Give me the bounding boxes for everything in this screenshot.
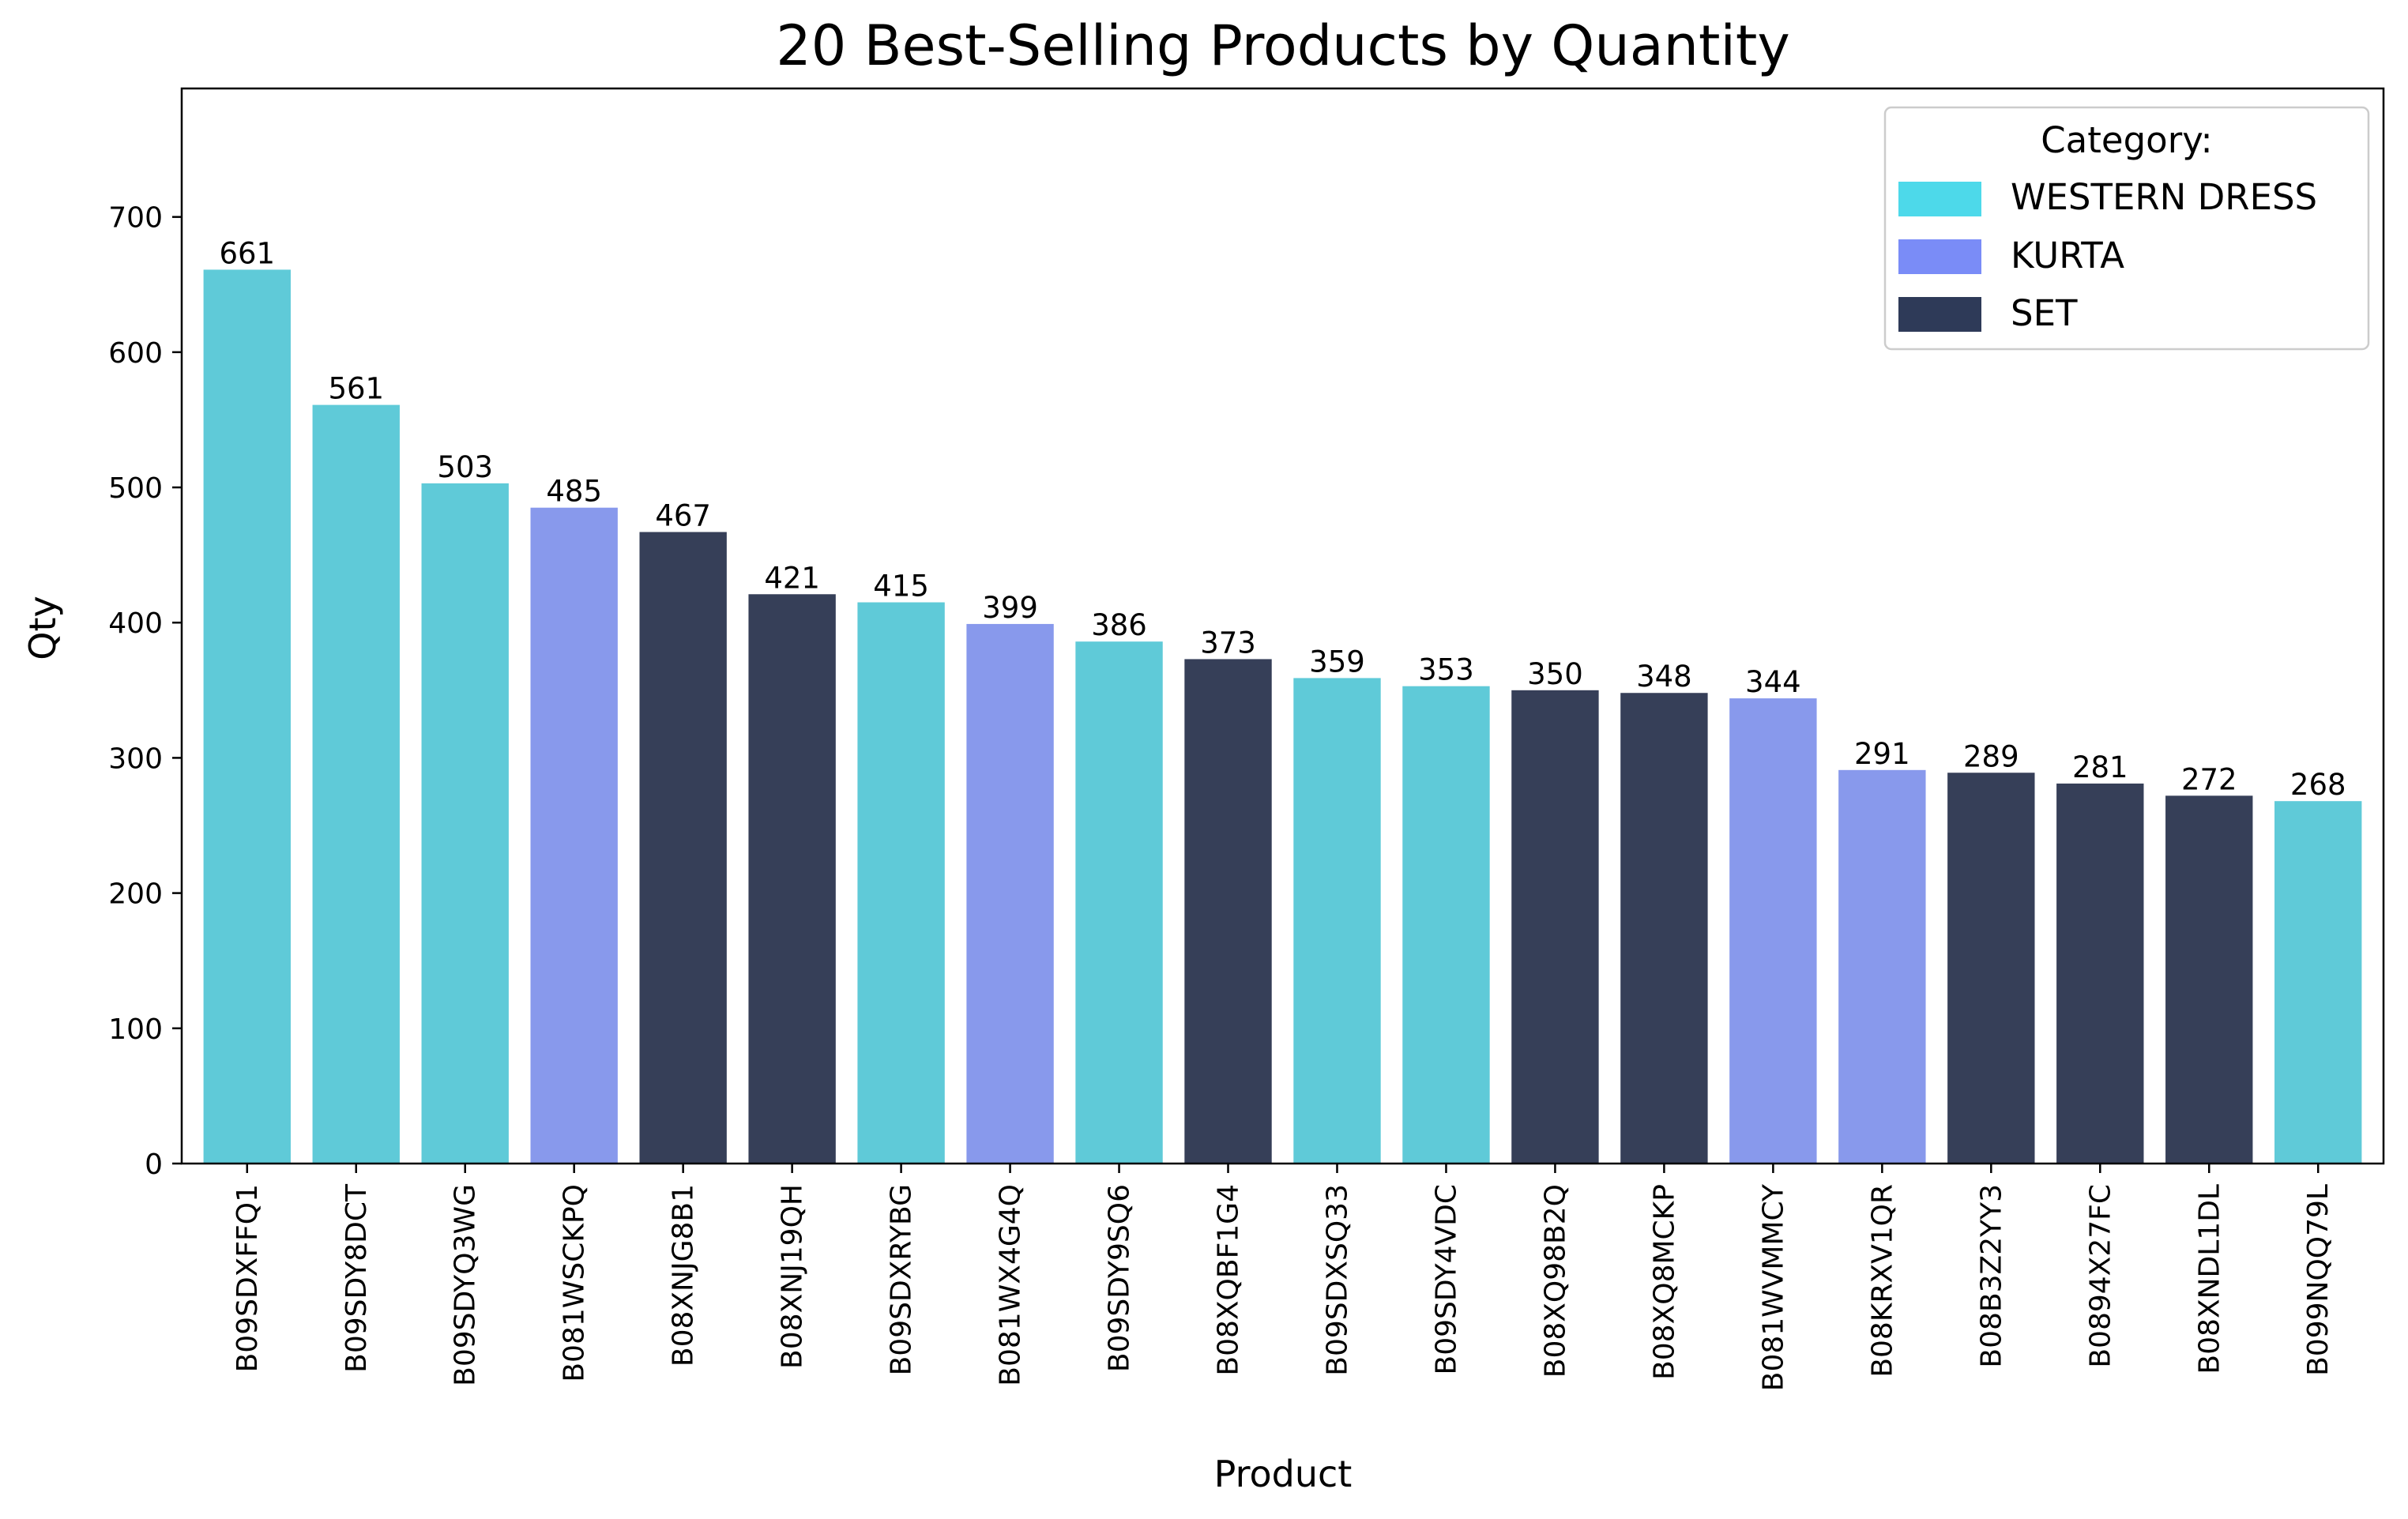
y-tick-label-200: 200 <box>108 878 163 911</box>
y-axis-ticks: 0 100 200 300 400 500 600 700 <box>108 202 182 1181</box>
bar-b08xq98b2q <box>1511 690 1599 1164</box>
bar-value-label-b09sdy9sq6: 386 <box>1091 608 1147 642</box>
bar-value-label-b08b3z2yy3: 289 <box>1963 739 2019 773</box>
bar-value-label-b09sdyq3wg: 503 <box>437 450 493 484</box>
bar-value-label-b081wx4g4q: 399 <box>982 591 1038 625</box>
y-tick-label-0: 0 <box>145 1149 163 1181</box>
x-tick-label-b099nqq79l: B099NQQ79L <box>2302 1184 2335 1376</box>
x-tick-label-b09sdxffq1: B09SDXFFQ1 <box>231 1184 264 1372</box>
x-tick-label-b08b3z2yy3: B08B3Z2YY3 <box>1975 1184 2007 1368</box>
chart-title: 20 Best-Selling Products by Quantity <box>776 13 1790 78</box>
x-tick-label-b09sdyq3wg: B09SDYQ3WG <box>450 1184 482 1386</box>
legend-swatch-western-dress <box>1898 182 1981 216</box>
bar-value-label-b08xq8mckp: 348 <box>1636 660 1692 694</box>
bar-b09sdxsq33 <box>1293 678 1381 1164</box>
bar-b08xndl1dl <box>2165 795 2253 1164</box>
legend: Category: WESTERN DRESS KURTA SET <box>1883 106 2370 351</box>
x-tick-label-b08xnj19qh: B08XNJ19QH <box>777 1184 809 1369</box>
bar-b09sdxrybg <box>857 602 945 1164</box>
bar-b09sdy4vdc <box>1402 686 1490 1164</box>
y-tick-label-300: 300 <box>108 743 163 775</box>
bar-value-label-b099nqq79l: 268 <box>2290 768 2346 802</box>
plot-frame <box>180 87 2385 1165</box>
y-tick-label-400: 400 <box>108 607 163 640</box>
bar-b081wx4g4q <box>966 623 1054 1164</box>
bar-value-label-b08xnj19qh: 421 <box>764 561 820 595</box>
x-axis-ticks: B09SDXFFQ1 B09SDY8DCT B09SDYQ3WG B081WSCKPQ… <box>231 1164 2335 1391</box>
bar-value-label-b081wsckpq: 485 <box>546 475 602 509</box>
bar-b09sdxffq1 <box>203 269 291 1164</box>
bar-value-label-b08xnjg8b1: 467 <box>655 499 711 533</box>
bar-value-label-b0894x27fc: 281 <box>2072 750 2128 784</box>
bar-b08krxv1qr <box>1838 769 1926 1164</box>
bar-b08xqbf1g4 <box>1184 659 1272 1164</box>
bar-b099nqq79l <box>2274 801 2362 1164</box>
x-tick-label-b081wvmmcy: B081WVMMCY <box>1757 1183 1789 1391</box>
bar-b081wvmmcy <box>1729 698 1817 1164</box>
legend-label-western-dress: WESTERN DRESS <box>2011 176 2317 218</box>
y-tick-label-700: 700 <box>108 202 163 235</box>
bar-b09sdy9sq6 <box>1075 641 1163 1164</box>
x-tick-label-b09sdy9sq6: B09SDY9SQ6 <box>1104 1184 1136 1372</box>
x-tick-label-b08krxv1qr: B08KRXV1QR <box>1866 1184 1898 1378</box>
bar-b09sdyq3wg <box>421 483 509 1164</box>
x-axis-label: Product <box>1214 1453 1353 1495</box>
bar-value-label-b09sdy8dct: 561 <box>328 372 384 406</box>
x-tick-label-b08xq8mckp: B08XQ8MCKP <box>1648 1184 1680 1380</box>
x-tick-label-b08xndl1dl: B08XNDL1DL <box>2193 1184 2226 1374</box>
bar-b0894x27fc <box>2056 783 2144 1164</box>
bar-b081wsckpq <box>530 507 618 1164</box>
y-axis-label: Qty <box>21 596 64 660</box>
x-tick-label-b09sdy8dct: B09SDY8DCT <box>341 1183 373 1373</box>
bar-b09sdy8dct <box>312 404 400 1164</box>
x-tick-label-b08xqbf1g4: B08XQBF1G4 <box>1213 1184 1245 1376</box>
x-tick-label-b09sdxrybg: B09SDXRYBG <box>886 1184 918 1375</box>
bar-value-labels: 661 561 503 485 467 421 415 399 386 373 359 353 350 3… <box>219 236 2346 802</box>
bar-value-label-b081wvmmcy: 344 <box>1745 665 1801 699</box>
x-tick-label-b081wsckpq: B081WSCKPQ <box>559 1184 591 1382</box>
bar-value-label-b08xq98b2q: 350 <box>1527 657 1583 691</box>
legend-swatch-set <box>1898 297 1981 332</box>
bar-value-label-b09sdy4vdc: 353 <box>1418 653 1474 687</box>
y-tick-label-100: 100 <box>108 1013 163 1046</box>
bar-value-label-b08krxv1qr: 291 <box>1854 737 1910 771</box>
bar-value-label-b09sdxsq33: 359 <box>1309 645 1365 679</box>
legend-swatch-kurta <box>1898 239 1981 274</box>
x-tick-label-b0894x27fc: B0894X27FC <box>2084 1184 2116 1368</box>
bar-value-label-b09sdxrybg: 415 <box>873 570 929 603</box>
x-tick-label-b081wx4g4q: B081WX4G4Q <box>995 1184 1027 1386</box>
x-tick-label-b08xnjg8b1: B08XNJG8B1 <box>668 1184 700 1367</box>
x-tick-label-b09sdy4vdc: B09SDY4VDC <box>1430 1184 1462 1375</box>
y-tick-label-600: 600 <box>108 337 163 370</box>
legend-box <box>1883 106 2370 351</box>
bar-b08xnj19qh <box>748 594 836 1164</box>
bar-value-label-b08xndl1dl: 272 <box>2181 762 2237 796</box>
bars-group <box>203 269 2362 1164</box>
bar-value-label-b09sdxffq1: 661 <box>219 236 275 270</box>
x-tick-label-b08xq98b2q: B08XQ98B2Q <box>1539 1184 1571 1378</box>
legend-label-kurta: KURTA <box>2011 235 2124 276</box>
bar-b08xnjg8b1 <box>639 532 727 1164</box>
x-tick-label-b09sdxsq33: B09SDXSQ33 <box>1321 1184 1353 1376</box>
bar-b08xq8mckp <box>1620 693 1708 1164</box>
bar-b08b3z2yy3 <box>1947 773 2035 1164</box>
bar-value-label-b08xqbf1g4: 373 <box>1200 626 1256 660</box>
legend-label-set: SET <box>2011 292 2078 334</box>
y-tick-label-500: 500 <box>108 472 163 505</box>
legend-title: Category: <box>2041 119 2212 161</box>
